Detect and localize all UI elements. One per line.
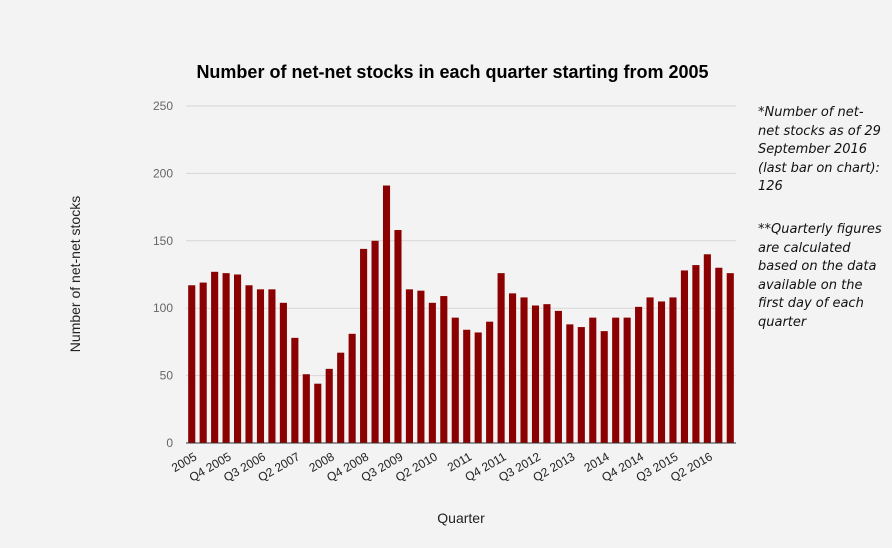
y-tick-label: 100 — [153, 301, 173, 315]
bar — [348, 333, 356, 443]
y-tick-label: 200 — [153, 166, 173, 180]
bar — [234, 274, 242, 443]
footnote-last-bar: *Number of net-net stocks as of 29 Septe… — [758, 105, 881, 194]
bar — [703, 254, 711, 443]
y-tick-label: 250 — [153, 99, 173, 113]
y-tick-label: 0 — [166, 436, 173, 450]
bar — [486, 321, 494, 443]
bar — [417, 290, 425, 443]
bar — [382, 185, 391, 444]
bar — [371, 240, 379, 443]
bar — [440, 296, 448, 443]
bar — [394, 230, 402, 443]
bar — [199, 282, 207, 443]
gridlines — [186, 105, 736, 377]
bars — [188, 185, 734, 444]
bar — [211, 271, 219, 443]
bar — [635, 306, 643, 443]
bar — [612, 317, 620, 443]
bar — [577, 327, 585, 443]
bar — [405, 289, 413, 443]
bar — [222, 273, 230, 443]
footnote-quarterly-method: **Quarterly figures are calculated based… — [758, 222, 882, 330]
y-tick-label: 50 — [160, 369, 174, 383]
bar — [669, 297, 677, 443]
bar — [314, 383, 322, 443]
bar — [531, 305, 540, 443]
y-axis-ticks: 0 50 100 150 200 250 — [153, 99, 173, 450]
bar — [657, 301, 666, 443]
bar — [337, 352, 345, 443]
bar — [245, 285, 253, 443]
bar — [279, 302, 287, 443]
bar — [566, 324, 574, 443]
bar — [509, 293, 517, 443]
bar — [623, 317, 631, 443]
bar — [428, 302, 436, 443]
y-axis-label: Number of net-net stocks — [67, 196, 83, 352]
bar — [451, 317, 459, 443]
bar — [589, 317, 597, 443]
bar — [188, 285, 196, 443]
bar — [692, 265, 700, 443]
bar — [520, 297, 528, 443]
bar — [680, 270, 688, 443]
bar — [463, 329, 471, 443]
bar — [497, 273, 505, 443]
bar — [256, 289, 265, 443]
bar — [325, 368, 333, 443]
bar — [291, 337, 299, 443]
bar — [715, 267, 723, 443]
bar — [474, 332, 482, 443]
bar — [268, 289, 276, 443]
x-axis-label: Quarter — [437, 510, 485, 526]
chart-title: Number of net-net stocks in each quarter… — [196, 62, 709, 82]
bar — [726, 273, 734, 443]
bar — [554, 310, 562, 443]
bar — [302, 374, 310, 443]
bar — [646, 297, 654, 443]
bar — [360, 248, 368, 443]
bar — [543, 304, 551, 443]
y-tick-label: 150 — [153, 234, 173, 248]
bar — [600, 331, 608, 443]
